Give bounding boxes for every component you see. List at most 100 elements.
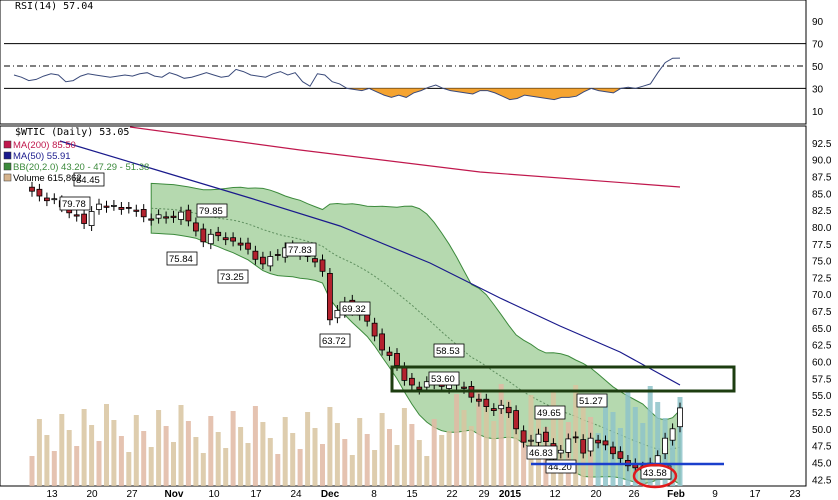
volume-bar	[238, 427, 244, 486]
volume-bar	[185, 421, 191, 486]
volume-bar	[275, 454, 281, 486]
rsi-tick-label: 50	[812, 62, 824, 73]
candle-body	[475, 398, 482, 402]
candle-body	[602, 440, 609, 446]
candle-body	[408, 377, 415, 386]
x-tick-label: Dec	[321, 489, 340, 500]
volume-bar	[230, 411, 236, 486]
volume-bar	[372, 450, 378, 486]
x-tick-label: 29	[478, 489, 490, 500]
price-tick-label: 70.0	[812, 290, 832, 301]
candle-body	[587, 437, 594, 452]
price-annotation-box	[217, 269, 249, 284]
volume-bar	[677, 397, 683, 486]
volume-bar	[595, 433, 601, 486]
volume-bar	[29, 456, 35, 486]
volume-bar	[118, 436, 124, 486]
price-tick-label: 42.5	[812, 475, 832, 486]
volume-bar	[141, 431, 147, 486]
candle-body	[505, 406, 512, 414]
price-tick-label: 50.0	[812, 425, 832, 436]
price-annotation-box	[428, 371, 460, 386]
x-tick-label: 20	[590, 489, 602, 500]
candle-body	[483, 398, 490, 408]
ma50-line	[59, 140, 681, 386]
legend-entry: MA(50) 55.91	[13, 151, 71, 162]
candle-body	[543, 431, 549, 443]
price-tick-label: 90.0	[812, 156, 832, 167]
volume-bar	[200, 453, 206, 486]
price-annotation-label: 73.25	[220, 272, 244, 283]
candle-body	[461, 386, 467, 389]
price-panel: 92.5 90.0 87.5 85.0 82.5 80.0 77.5 75.0 72.5 70.0…	[0, 125, 832, 500]
candle-body	[416, 386, 423, 390]
volume-bar	[431, 419, 437, 486]
legend-entry: MA(200) 85.50	[13, 140, 76, 151]
legend-swatch	[3, 162, 12, 171]
x-tick-label: 24	[290, 489, 302, 500]
rsi-tick-label: 90	[812, 17, 824, 28]
candle-body	[401, 367, 408, 381]
price-tick-label: 67.5	[812, 307, 832, 318]
x-tick-label: 9	[712, 489, 718, 500]
volume-bar	[215, 432, 221, 486]
candle-body	[103, 205, 110, 208]
volume-bar	[44, 435, 50, 486]
candle-body	[520, 430, 527, 443]
candle-body	[565, 438, 572, 453]
volume-bar	[320, 444, 325, 486]
volume-bar	[394, 445, 400, 486]
candle-body	[394, 352, 400, 366]
volume-bar	[178, 405, 184, 486]
volume-bar	[334, 423, 340, 486]
price-tick-label: 87.5	[812, 172, 832, 183]
price-tick-label: 55.0	[812, 391, 832, 402]
price-annotation-label: 58.53	[436, 346, 460, 357]
volume-bar	[357, 418, 363, 486]
x-tick-label: 20	[86, 489, 98, 500]
volume-bar	[387, 429, 392, 486]
candle-body	[535, 433, 542, 443]
price-annotation-label: 79.78	[62, 199, 86, 210]
volume-bar	[655, 402, 661, 486]
volume-bar	[513, 416, 519, 486]
volume-bar	[461, 410, 467, 486]
volume-bar	[521, 432, 527, 486]
candle-body	[386, 351, 393, 356]
candle-body	[498, 404, 505, 410]
x-axis: 13 20 27 Nov 10 17 24 Dec 8 15 22 29 2015 12 20 26 Feb 9 1…	[46, 489, 801, 500]
candle-body	[513, 410, 519, 430]
price-tick-label: 47.5	[812, 442, 832, 453]
volume-bar	[498, 384, 504, 486]
volume-bar	[483, 405, 489, 486]
candle-body	[200, 228, 207, 243]
price-annotation-label: 79.85	[199, 206, 223, 217]
ma200-line	[129, 126, 681, 188]
legend-swatch	[3, 173, 12, 182]
volume-bar	[305, 412, 311, 486]
legend-swatch	[3, 140, 12, 149]
volume-bar	[439, 435, 445, 486]
volume-bar	[290, 433, 296, 486]
candle-body	[178, 211, 184, 220]
price-annotation-label: 46.83	[529, 448, 553, 459]
legend-swatch	[3, 151, 12, 160]
volume-bar	[625, 391, 631, 486]
volume-bar	[409, 424, 415, 486]
candle-body	[490, 408, 497, 412]
candle-body	[230, 237, 237, 242]
volume-bar	[81, 409, 87, 486]
volume-bar	[89, 425, 95, 486]
candle-body	[88, 211, 95, 227]
rsi-title: RSI(14) 57.04	[15, 1, 93, 12]
price-tick-label: 52.5	[812, 408, 832, 419]
volume-bar	[59, 414, 65, 486]
candle-body	[111, 204, 117, 207]
x-tick-label: 8	[371, 489, 377, 500]
rsi-panel: 90 70 50 30 10	[0, 0, 824, 125]
volume-bar	[36, 419, 42, 486]
price-tick-label: 57.5	[812, 374, 832, 385]
candle-body	[259, 256, 266, 265]
volume-bar	[245, 443, 251, 486]
